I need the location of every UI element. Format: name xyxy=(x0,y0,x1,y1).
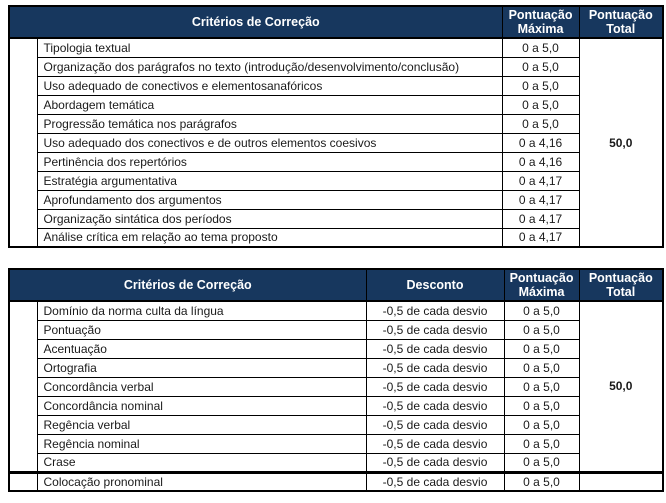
discount-cell: -0,5 de cada desvio xyxy=(365,470,505,492)
criteria-cell: Regência nominal xyxy=(36,433,367,454)
criteria-cell: Aprofundamento dos argumentos xyxy=(36,189,503,210)
gramatical-criteria-table: Critérios de Correção Desconto Pontuação… xyxy=(8,268,665,492)
criteria-cell: Análise crítica em relação ao tema propo… xyxy=(36,227,503,248)
table-row: Concordância nominal -0,5 de cada desvio… xyxy=(9,395,663,416)
criteria-cell: Pontuação xyxy=(36,319,367,340)
table-row: Organização sintática dos períodos 0 a 4… xyxy=(9,208,663,229)
table-row: Regência nominal -0,5 de cada desvio 0 a… xyxy=(9,433,663,454)
table2-header-criteria: Critérios de Correção xyxy=(8,268,367,302)
criteria-cell: Domínio da norma culta da língua xyxy=(36,300,367,321)
max-score-cell: 0 a 4,17 xyxy=(501,170,580,191)
max-score-cell: 0 a 4,16 xyxy=(501,151,580,172)
discount-cell: -0,5 de cada desvio xyxy=(365,433,505,454)
max-score-cell: 0 a 5,0 xyxy=(501,56,580,77)
criteria-cell: Ortografia xyxy=(36,357,367,378)
table-row: Pertinência dos repertórios 0 a 4,16 xyxy=(9,151,663,172)
table1-header-criteria: Critérios de Correção xyxy=(8,5,503,39)
table2-header-row: Critérios de Correção Desconto Pontuação… xyxy=(8,268,664,302)
discount-cell: -0,5 de cada desvio xyxy=(365,300,505,321)
max-score-cell: 0 a 5,0 xyxy=(503,376,580,397)
criteria-cell: Abordagem temática xyxy=(36,94,503,115)
table-row: Análise crítica em relação ao tema propo… xyxy=(9,227,663,248)
discount-cell: -0,5 de cada desvio xyxy=(365,376,505,397)
max-score-cell: 0 a 5,0 xyxy=(503,433,580,454)
gramatical-group-label: Gramatical xyxy=(15,350,31,423)
total-score-empty-cell xyxy=(578,470,664,492)
table-row: Regência verbal -0,5 de cada desvio 0 a … xyxy=(9,414,663,435)
table-row: Gramatical Domínio da norma culta da lín… xyxy=(8,300,664,473)
textual-group-label: Textual xyxy=(15,118,31,167)
discount-cell: -0,5 de cada desvio xyxy=(365,414,505,435)
criteria-cell: Uso adequado dos conectivos e de outros … xyxy=(36,132,503,153)
table1-header-row: Critérios de Correção Pontuação Máxima P… xyxy=(8,5,664,39)
max-score-cell: 0 a 4,17 xyxy=(501,227,580,248)
criteria-cell: Progressão temática nos parágrafos xyxy=(36,113,503,134)
criteria-cell: Concordância verbal xyxy=(36,376,367,397)
table-row: Pontuação -0,5 de cada desvio 0 a 5,0 xyxy=(9,319,663,340)
max-score-cell: 0 a 5,0 xyxy=(501,75,580,96)
table-row: Concordância verbal -0,5 de cada desvio … xyxy=(9,376,663,397)
table2-header-discount: Desconto xyxy=(365,268,505,302)
table-row: Uso adequado dos conectivos e de outros … xyxy=(9,132,663,153)
textual-group-cell: Textual xyxy=(8,37,38,248)
criteria-cell: Regência verbal xyxy=(36,414,367,435)
max-score-cell: 0 a 5,0 xyxy=(501,37,580,58)
discount-cell: -0,5 de cada desvio xyxy=(365,452,505,473)
table-row: Crase -0,5 de cada desvio 0 a 5,0 xyxy=(9,452,663,473)
discount-cell: -0,5 de cada desvio xyxy=(365,338,505,359)
max-score-cell: 0 a 5,0 xyxy=(503,319,580,340)
criteria-cell: Colocação pronominal xyxy=(36,470,367,492)
max-score-cell: 0 a 5,0 xyxy=(501,94,580,115)
criteria-cell: Organização dos parágrafos no texto (int… xyxy=(36,56,503,77)
textual-criteria-table: Critérios de Correção Pontuação Máxima P… xyxy=(8,5,665,248)
max-score-cell: 0 a 4,17 xyxy=(501,208,580,229)
criteria-cell: Crase xyxy=(36,452,367,473)
criteria-cell: Tipologia textual xyxy=(36,37,503,58)
table1-header-total-score: Pontuação Total xyxy=(578,5,664,39)
table2-header-max-score: Pontuação Máxima xyxy=(503,268,580,302)
table-row: Ortografia -0,5 de cada desvio 0 a 5,0 xyxy=(9,357,663,378)
table-row: Uso adequado de conectivos e elementosan… xyxy=(9,75,663,96)
max-score-cell: 0 a 5,0 xyxy=(503,395,580,416)
gramatical-total-score-cell: 50,0 xyxy=(578,300,664,473)
max-score-cell: 0 a 5,0 xyxy=(503,300,580,321)
table-row: Organização dos parágrafos no texto (int… xyxy=(9,56,663,77)
discount-cell: -0,5 de cada desvio xyxy=(365,357,505,378)
max-score-cell: 0 a 5,0 xyxy=(503,414,580,435)
gramatical-group-cell: Gramatical xyxy=(8,300,38,473)
max-score-cell: 0 a 5,0 xyxy=(503,338,580,359)
criteria-cell: Estratégia argumentativa xyxy=(36,170,503,191)
discount-cell: -0,5 de cada desvio xyxy=(365,319,505,340)
max-score-cell: 0 a 5,0 xyxy=(503,452,580,473)
table2-header-total-score: Pontuação Total xyxy=(578,268,664,302)
table-row: Progressão temática nos parágrafos 0 a 5… xyxy=(9,113,663,134)
table-row: Textual Tipologia textual 0 a 5,0 50,0 xyxy=(8,37,664,248)
criteria-cell: Organização sintática dos períodos xyxy=(36,208,503,229)
table-row: Acentuação -0,5 de cada desvio 0 a 5,0 xyxy=(9,338,663,359)
max-score-cell: 0 a 5,0 xyxy=(503,357,580,378)
criteria-cell: Concordância nominal xyxy=(36,395,367,416)
criteria-cell: Acentuação xyxy=(36,338,367,359)
discount-cell: -0,5 de cada desvio xyxy=(365,395,505,416)
textual-total-score-cell: 50,0 xyxy=(578,37,664,248)
criteria-cell: Pertinência dos repertórios xyxy=(36,151,503,172)
table-row: Abordagem temática 0 a 5,0 xyxy=(9,94,663,115)
table-row: Estratégia argumentativa 0 a 4,17 xyxy=(9,170,663,191)
gramatical-group-cell-continued xyxy=(8,470,38,492)
max-score-cell: 0 a 4,17 xyxy=(501,189,580,210)
table1-header-max-score: Pontuação Máxima xyxy=(501,5,580,39)
max-score-cell: 0 a 5,0 xyxy=(503,470,580,492)
table-row: Aprofundamento dos argumentos 0 a 4,17 xyxy=(9,189,663,210)
table-row: Colocação pronominal -0,5 de cada desvio… xyxy=(8,470,664,492)
max-score-cell: 0 a 5,0 xyxy=(501,113,580,134)
criteria-cell: Uso adequado de conectivos e elementosan… xyxy=(36,75,503,96)
max-score-cell: 0 a 4,16 xyxy=(501,132,580,153)
